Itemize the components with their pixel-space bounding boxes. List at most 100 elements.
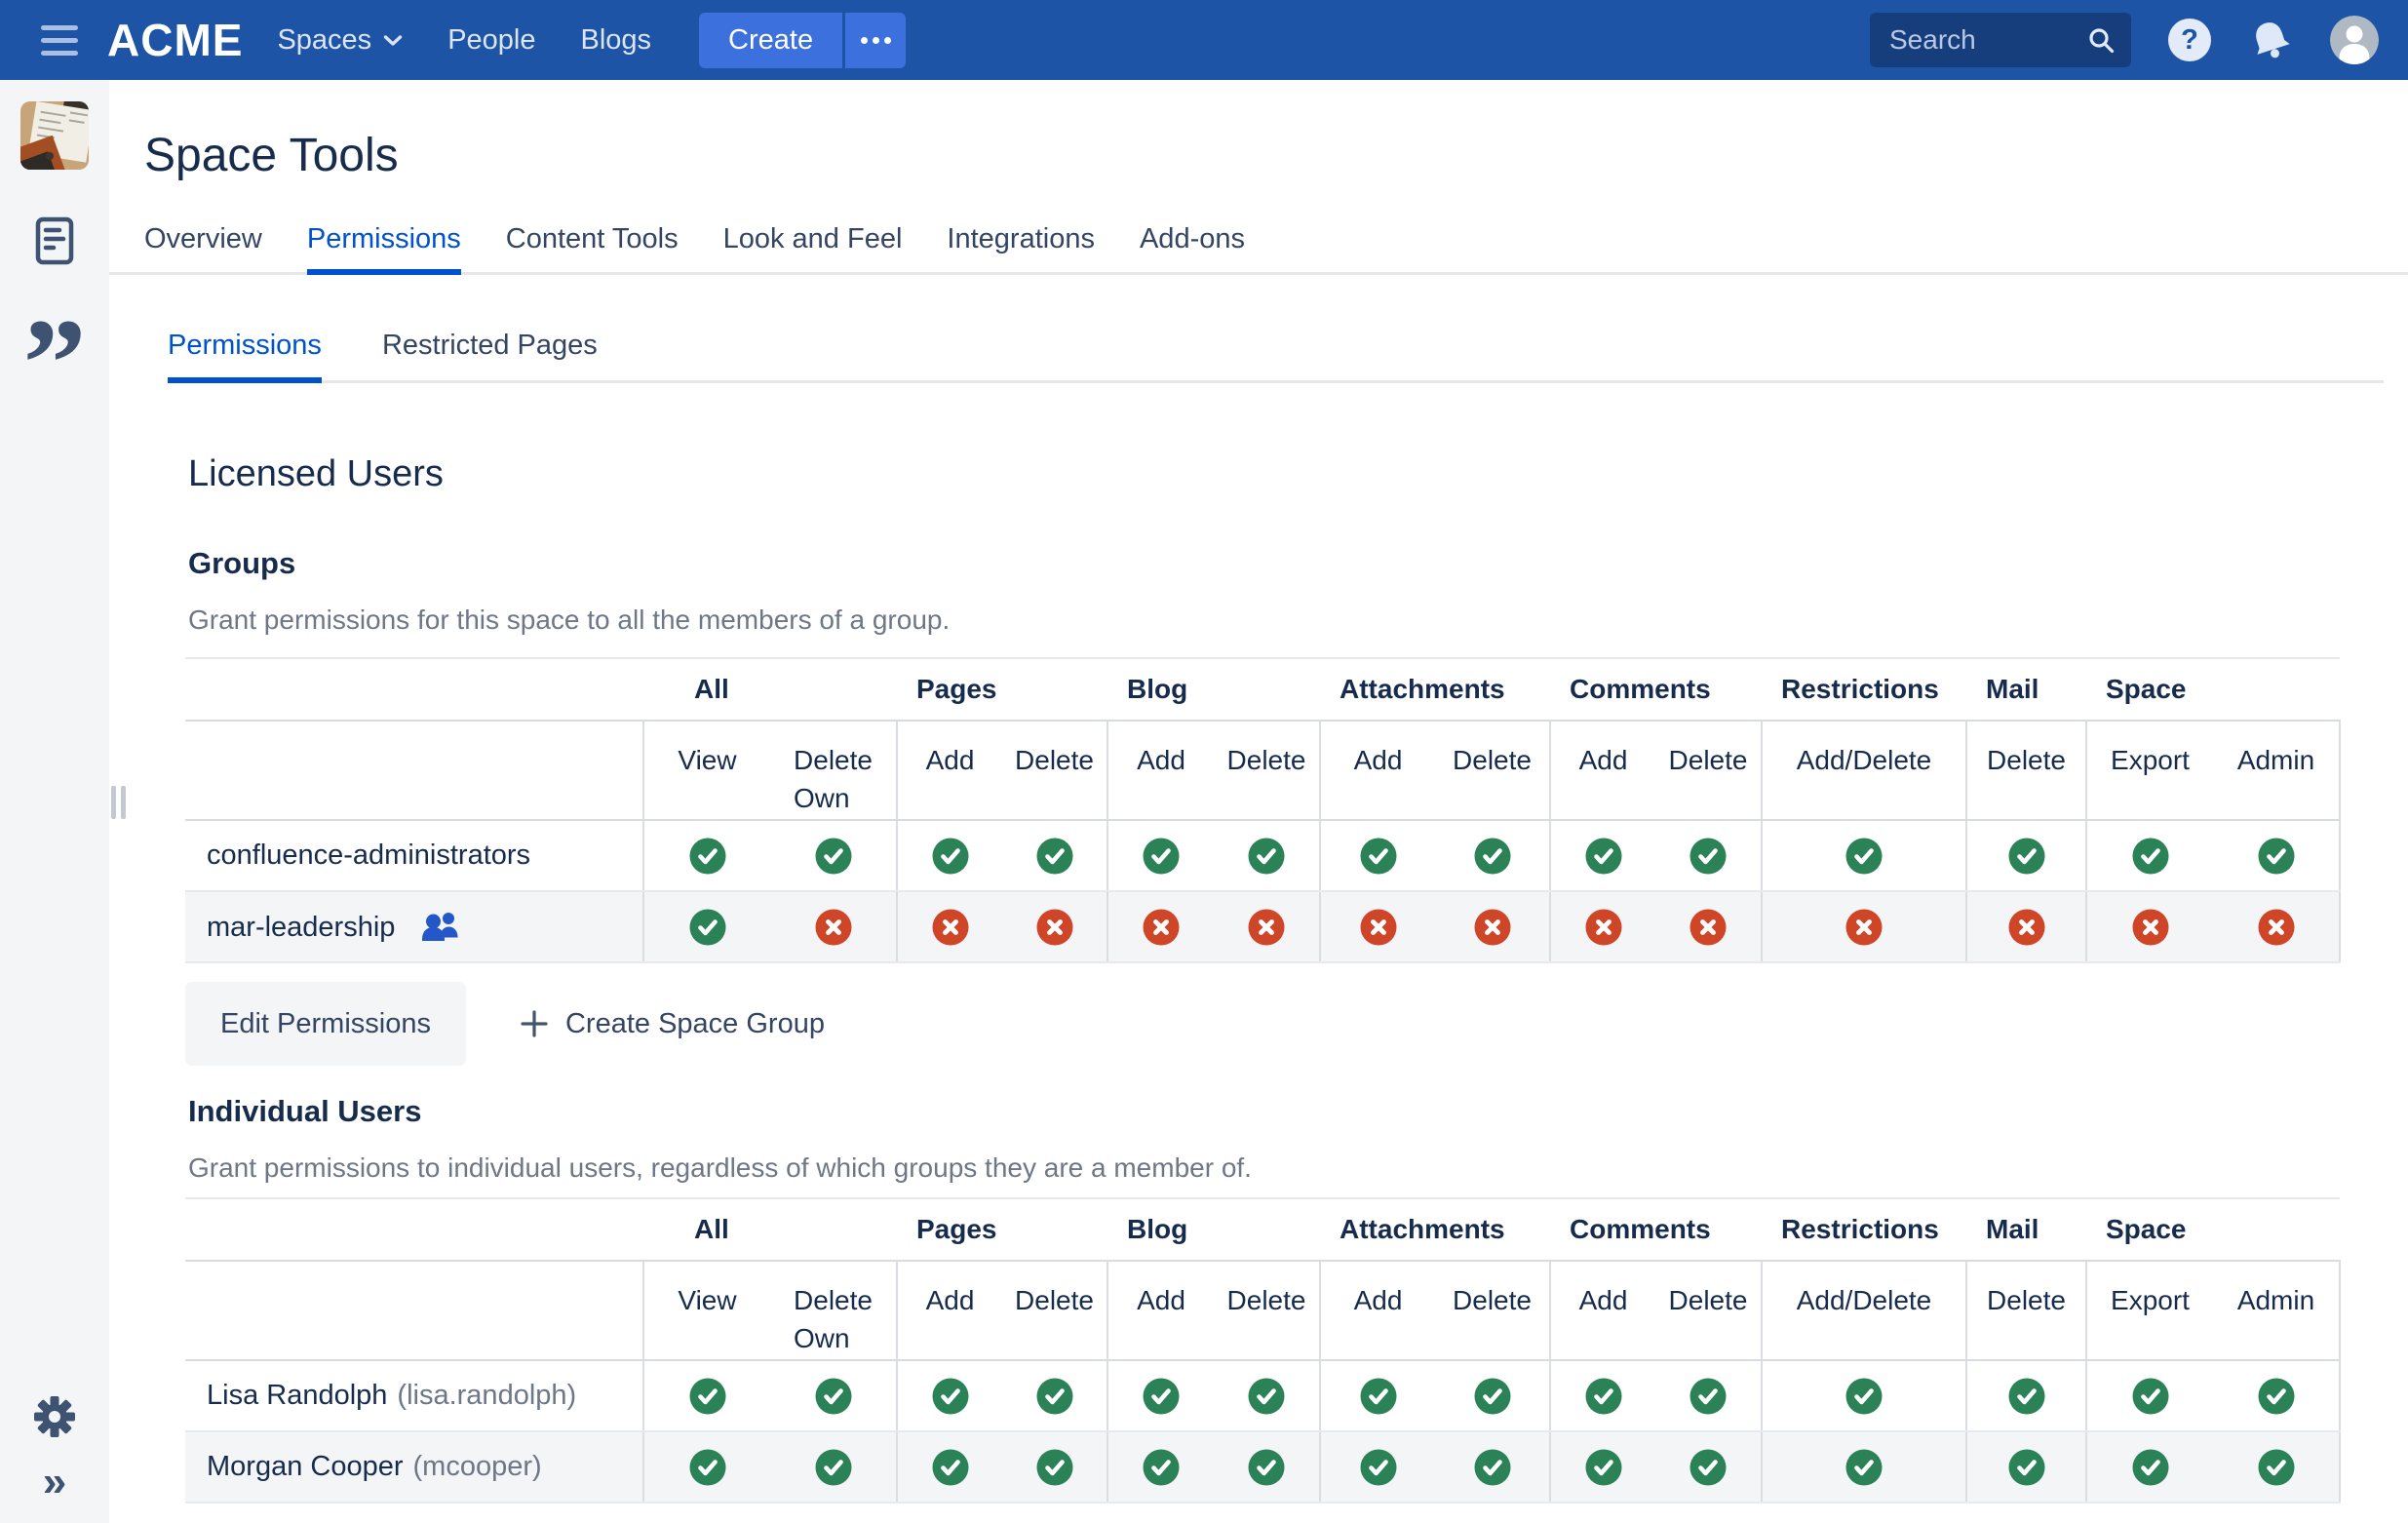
col-group-mail: Mail — [1966, 658, 2086, 722]
subtab-permissions[interactable]: Permissions — [168, 330, 322, 383]
user-row-morgan-cooper: Morgan Cooper (mcooper) — [185, 1431, 2341, 1503]
settings-gear-icon[interactable] — [32, 1394, 77, 1439]
perm-space-export — [2085, 820, 2213, 892]
perm-attachments-add — [1319, 820, 1435, 892]
create-space-group-button[interactable]: Create Space Group — [519, 1008, 825, 1040]
cross-icon — [2258, 909, 2294, 945]
tab-overview[interactable]: Overview — [144, 223, 262, 254]
check-icon — [815, 838, 851, 874]
col-label: Delete — [1015, 1285, 1094, 1315]
col-space-export: Export — [2085, 1261, 2213, 1361]
cross-icon — [1474, 909, 1510, 945]
perm-space-export — [2085, 891, 2213, 963]
cross-icon — [2132, 909, 2168, 945]
search-icon[interactable] — [2086, 25, 2116, 55]
perm-pages-delete — [1002, 1360, 1107, 1432]
col-all-view: View — [642, 1261, 770, 1361]
help-icon[interactable]: ? — [2168, 19, 2211, 61]
perm-pages-add — [896, 1360, 1002, 1432]
create-button[interactable]: Create — [699, 12, 843, 68]
edit-permissions-button[interactable]: Edit Permissions — [185, 982, 466, 1066]
nav-spaces[interactable]: Spaces — [254, 0, 425, 80]
sidebar-bottom: » — [0, 1394, 109, 1503]
perm-all-view — [642, 820, 770, 892]
nav-people-label: People — [447, 23, 536, 56]
col-restrictions-add-delete: Add/Delete — [1761, 721, 1966, 821]
perm-space-export — [2085, 1360, 2213, 1432]
col-label: Delete — [1668, 1285, 1748, 1315]
group-row-confluence-administrators: confluence-administrators — [185, 820, 2341, 892]
chevron-down-icon — [383, 34, 403, 46]
col-group-mail: Mail — [1966, 1198, 2086, 1262]
tab-look-and-feel[interactable]: Look and Feel — [722, 223, 903, 254]
col-all-delete-own: Delete Own — [770, 1261, 897, 1361]
check-icon — [1845, 1378, 1883, 1414]
user-name-cell: Morgan Cooper (mcooper) — [185, 1431, 643, 1503]
sidebar-resize-handle[interactable] — [111, 786, 126, 819]
check-icon — [2132, 1378, 2168, 1414]
col-comments-add: Add — [1549, 721, 1655, 821]
perm-space-admin — [2213, 1360, 2341, 1432]
check-icon — [1845, 838, 1883, 874]
col-space-export: Export — [2085, 721, 2213, 821]
col-label: Delete Own — [794, 745, 873, 813]
check-icon — [689, 838, 725, 874]
perm-restrictions-add-delete — [1761, 820, 1966, 892]
user-name-cell: Lisa Randolph (lisa.randolph) — [185, 1360, 643, 1432]
pages-icon[interactable] — [33, 216, 76, 265]
col-group-pages: Pages — [897, 658, 1107, 722]
perm-mail-delete — [1965, 1431, 2086, 1503]
check-icon — [1474, 1449, 1510, 1485]
col-blog-add: Add — [1107, 1261, 1214, 1361]
col-comments-delete: Delete — [1655, 721, 1762, 821]
hamburger-menu-icon[interactable] — [41, 24, 78, 56]
col-attachments-delete: Delete — [1435, 1261, 1550, 1361]
perm-pages-add — [896, 1431, 1002, 1503]
user-name: Lisa Randolph — [207, 1380, 388, 1411]
tab-permissions[interactable]: Permissions — [306, 223, 461, 275]
nav-blogs[interactable]: Blogs — [559, 0, 675, 80]
col-label: Delete — [1015, 745, 1094, 775]
perm-comments-delete — [1655, 1360, 1762, 1432]
check-icon — [1143, 1378, 1180, 1414]
ellipsis-icon — [872, 36, 879, 44]
nav-people[interactable]: People — [425, 0, 558, 80]
subtab-restricted-pages[interactable]: Restricted Pages — [381, 330, 598, 361]
col-group-restrictions: Restrictions — [1762, 1198, 1966, 1262]
col-pages-add: Add — [896, 1261, 1002, 1361]
perm-all-delete-own — [770, 1431, 897, 1503]
search-input[interactable] — [1889, 24, 2086, 56]
check-icon — [932, 1378, 968, 1414]
expand-sidebar-icon[interactable]: » — [42, 1458, 67, 1505]
space-logo[interactable] — [20, 101, 89, 170]
col-group-blog: Blog — [1107, 658, 1320, 722]
col-blog-add: Add — [1107, 721, 1214, 821]
check-icon — [1689, 1378, 1727, 1414]
app-logo[interactable]: ACME — [107, 15, 244, 65]
check-icon — [2258, 1449, 2294, 1485]
perm-pages-delete — [1002, 1431, 1107, 1503]
tab-content-tools[interactable]: Content Tools — [505, 223, 679, 254]
search-box — [1870, 13, 2131, 67]
tab-add-ons[interactable]: Add-ons — [1139, 223, 1245, 254]
quote-icon[interactable]: ” — [22, 293, 87, 434]
user-name: Morgan Cooper — [207, 1451, 404, 1482]
tab-integrations[interactable]: Integrations — [947, 223, 1095, 254]
notifications-icon[interactable] — [2248, 18, 2293, 62]
check-icon — [2258, 1378, 2294, 1414]
col-pages-delete: Delete — [1002, 721, 1107, 821]
cross-icon — [1143, 909, 1180, 945]
perm-attachments-delete — [1435, 820, 1550, 892]
cross-icon — [1036, 909, 1072, 945]
check-icon — [1585, 1449, 1621, 1485]
perm-all-delete-own — [770, 820, 897, 892]
perm-restrictions-add-delete — [1761, 1360, 1966, 1432]
check-icon — [2258, 838, 2294, 874]
create-more-button[interactable] — [845, 12, 907, 68]
col-group-attachments: Attachments — [1320, 1198, 1550, 1262]
cross-icon — [815, 909, 851, 945]
perm-comments-add — [1549, 820, 1655, 892]
cross-icon — [932, 909, 968, 945]
user-avatar[interactable] — [2330, 16, 2379, 64]
perm-blog-add — [1107, 820, 1214, 892]
